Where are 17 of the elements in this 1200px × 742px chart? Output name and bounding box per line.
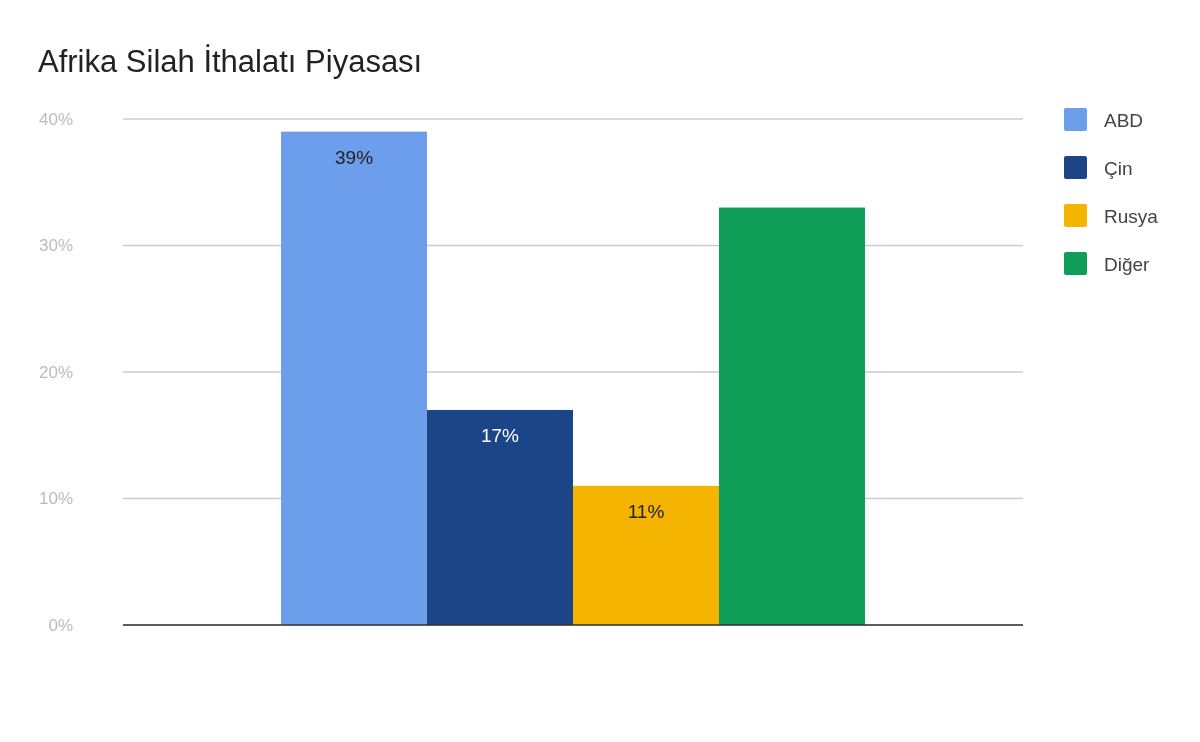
legend-label: Çin — [1104, 157, 1133, 179]
bar — [281, 131, 428, 625]
data-label: 17% — [480, 424, 520, 446]
data-label: 39% — [335, 146, 374, 168]
y-tick-label: 0% — [48, 615, 73, 635]
bar — [718, 207, 865, 625]
bar — [427, 409, 573, 625]
legend-label: ABD — [1104, 109, 1144, 131]
chart-title: Afrika Silah İthalatı Piyasası — [38, 44, 423, 79]
y-tick-label: 30% — [38, 236, 73, 256]
bar — [573, 485, 719, 625]
y-tick-label: 40% — [38, 109, 73, 129]
legend-label: Diğer — [1104, 253, 1151, 275]
y-tick-label: 10% — [38, 489, 73, 509]
data-label: 11% — [627, 500, 665, 522]
legend-label: Rusya — [1104, 205, 1159, 227]
y-tick-label: 20% — [38, 362, 73, 382]
